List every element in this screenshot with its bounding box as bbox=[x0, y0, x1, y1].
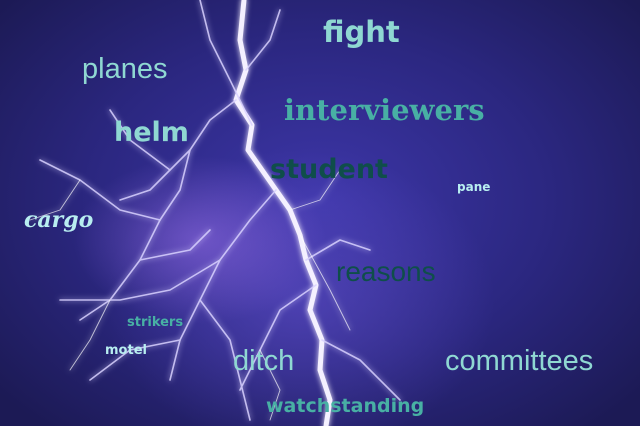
word-cargo: cargo bbox=[24, 207, 94, 233]
word-motel: motel bbox=[105, 343, 147, 358]
word-reasons: reasons bbox=[336, 256, 436, 287]
word-fight: fight bbox=[323, 15, 400, 49]
word-strikers: strikers bbox=[127, 315, 184, 330]
word-committees: committees bbox=[445, 345, 594, 377]
word-student: student bbox=[270, 154, 388, 185]
word-interviewers: interviewers bbox=[284, 93, 485, 127]
word-ditch: ditch bbox=[233, 345, 295, 377]
word-pane: pane bbox=[457, 180, 491, 194]
word-watchstanding: watchstanding bbox=[266, 395, 425, 417]
word-helm: helm bbox=[114, 117, 189, 148]
word-planes: planes bbox=[82, 53, 168, 85]
